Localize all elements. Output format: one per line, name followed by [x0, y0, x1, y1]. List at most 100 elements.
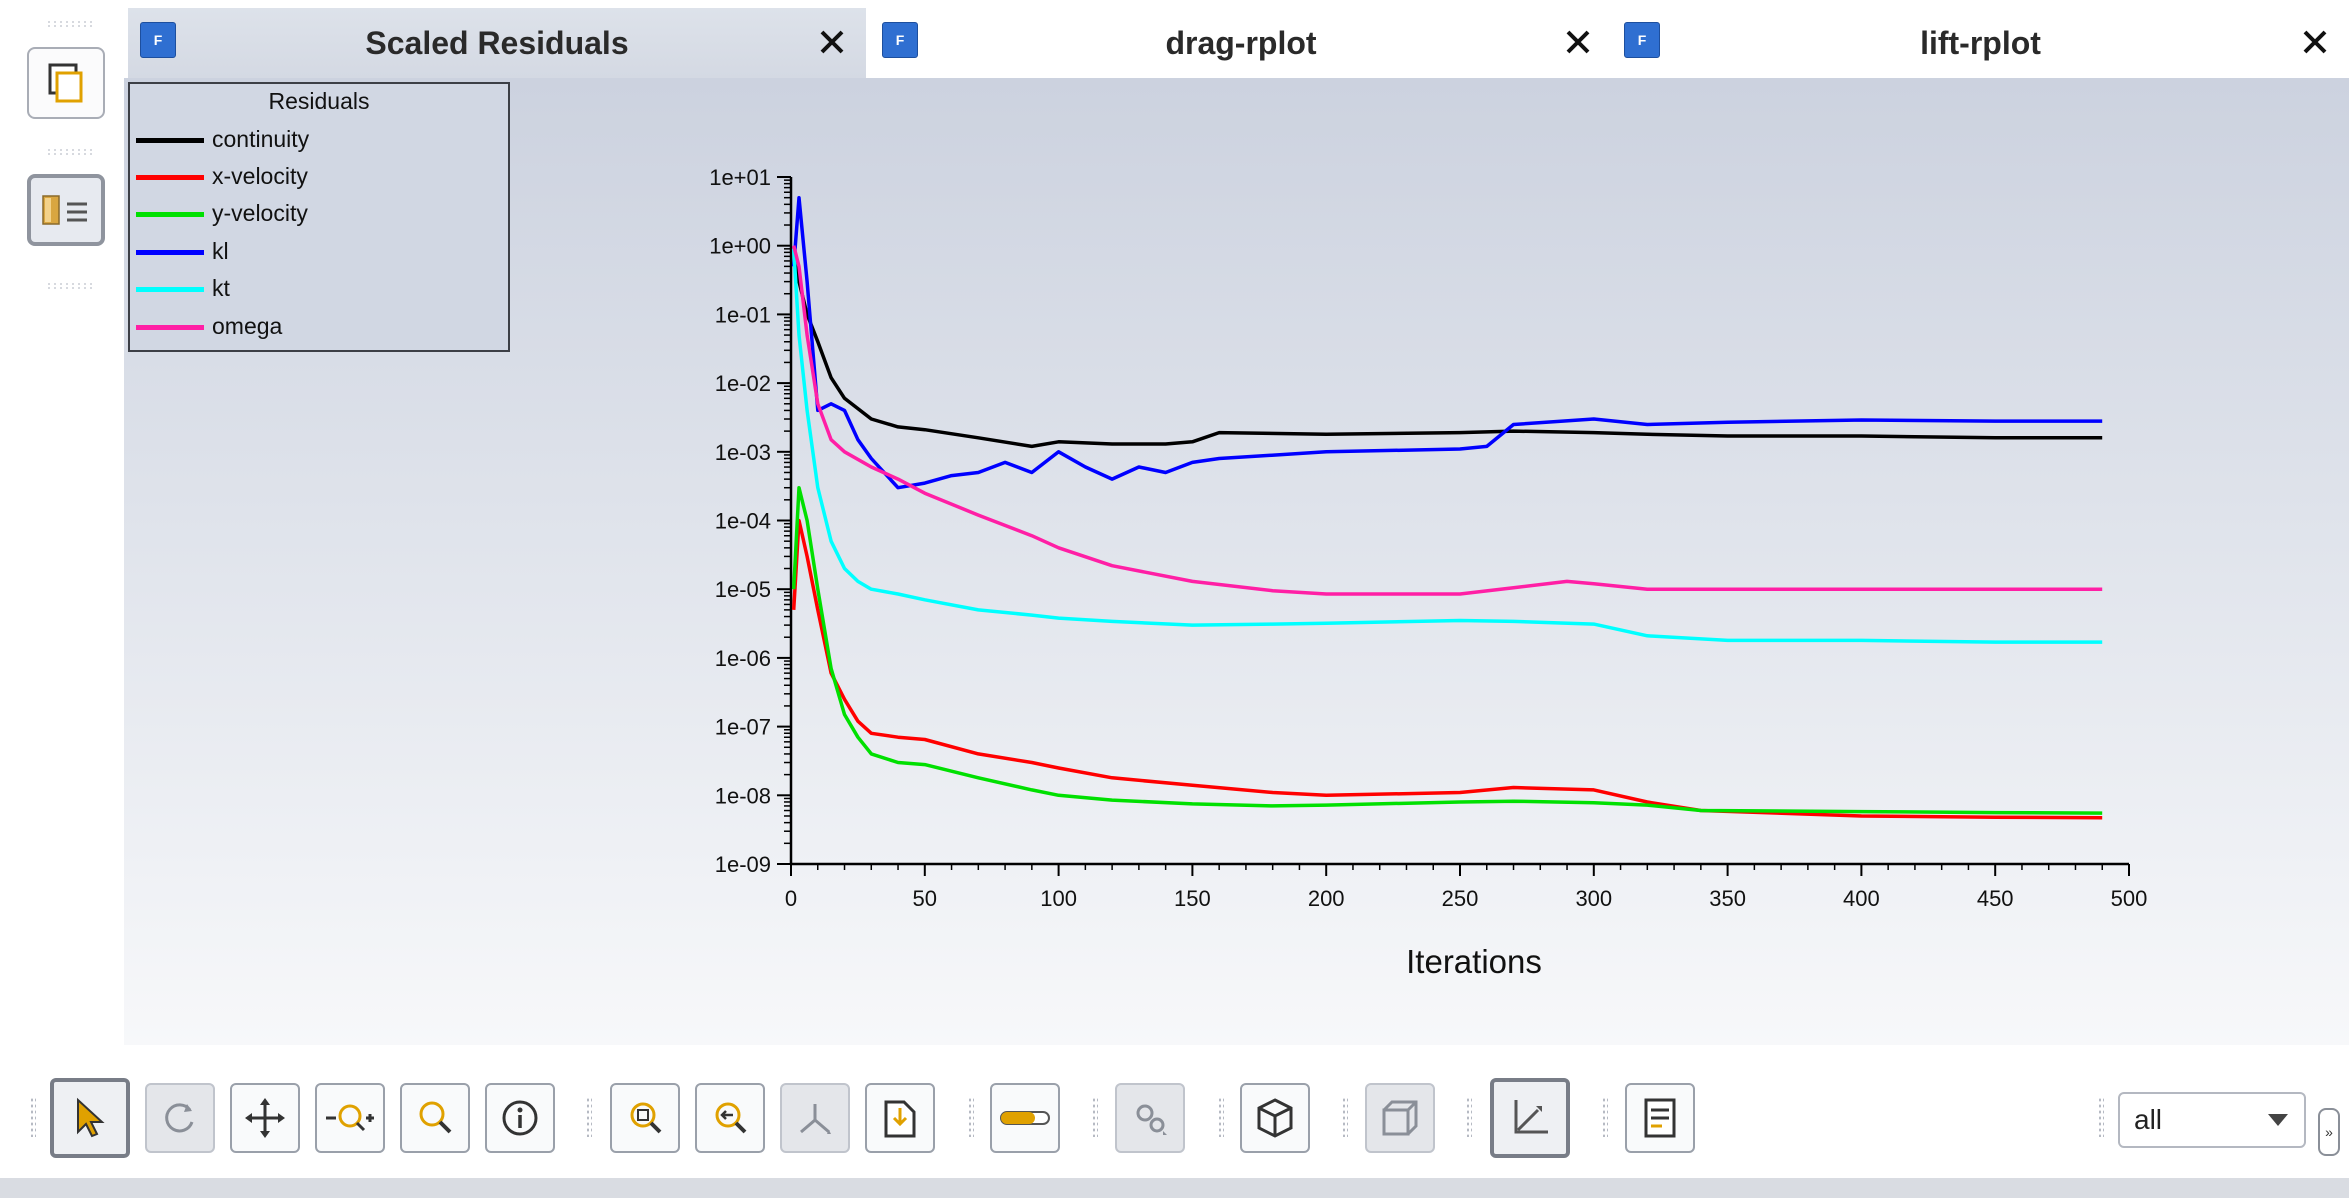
- legend-item-omega: omega: [130, 309, 508, 346]
- legend-label: y-velocity: [212, 200, 308, 226]
- legend-item-continuity: continuity: [130, 122, 508, 159]
- x-tick-label: 200: [1308, 886, 1345, 911]
- toolbar-grip[interactable]: [1602, 1097, 1608, 1137]
- left-tool-strip: [0, 0, 125, 1198]
- toolbar-grip[interactable]: [1092, 1097, 1098, 1137]
- notes-icon: [1644, 1098, 1676, 1138]
- y-tick-label: 1e+01: [709, 165, 771, 190]
- fluent-app-icon: F: [882, 22, 918, 58]
- toolbar-grip[interactable]: [1218, 1097, 1224, 1137]
- grip-handle[interactable]: [46, 20, 96, 28]
- tab-drag-rplot[interactable]: F drag-rplot: [870, 8, 1612, 78]
- rotate-button[interactable]: [145, 1083, 215, 1153]
- close-icon: [1566, 30, 1590, 54]
- tab-title: Scaled Residuals: [365, 25, 629, 61]
- tab-lift-rplot[interactable]: F lift-rplot: [1612, 8, 2349, 78]
- legend-item-kl: kl: [130, 234, 508, 271]
- series-line-kl: [791, 195, 2103, 490]
- tab-scaled-residuals[interactable]: F Scaled Residuals: [128, 8, 866, 78]
- toolbar-overflow-button[interactable]: »: [2318, 1108, 2340, 1156]
- legend-item-x-velocity: x-velocity: [130, 159, 508, 196]
- transparency-button[interactable]: [990, 1083, 1060, 1153]
- wireframe-box-icon: [1382, 1100, 1418, 1136]
- x-tick-label: 250: [1442, 886, 1479, 911]
- legend-swatch: [136, 287, 204, 292]
- save-picture-button[interactable]: [865, 1083, 935, 1153]
- cube-icon: [1257, 1098, 1293, 1138]
- x-axis-title: Iterations: [1406, 943, 1542, 980]
- tab-close-button[interactable]: [1556, 20, 1600, 64]
- xy-plot-axes-button[interactable]: [1490, 1078, 1570, 1158]
- legend-swatch: [136, 250, 204, 255]
- legend-item-kt: kt: [130, 271, 508, 308]
- view-selector-dropdown[interactable]: all: [2118, 1092, 2306, 1148]
- residuals-chart[interactable]: 1e-09 1e-08 1e-07 1e-06 1e-05 1e-04 1e-03 1e-02…: [0, 0, 2349, 1045]
- lighting-options-button[interactable]: [1115, 1083, 1185, 1153]
- properties-panel-icon: [42, 195, 87, 225]
- legend-label: x-velocity: [212, 163, 308, 189]
- legend-swatch: [136, 212, 204, 217]
- xy-axes-icon: [1514, 1100, 1548, 1134]
- x-tick-label: 300: [1575, 886, 1612, 911]
- toolbar-grip[interactable]: [968, 1097, 974, 1137]
- x-tick-label: 150: [1174, 886, 1211, 911]
- x-tick-label: 50: [913, 886, 937, 911]
- axes-view-button[interactable]: [780, 1083, 850, 1153]
- series-line-kt: [791, 248, 2103, 644]
- legend-label: omega: [212, 313, 283, 339]
- legend-label: kt: [212, 275, 230, 301]
- y-tick-label: 1e-06: [715, 646, 771, 671]
- zoom-button[interactable]: [400, 1083, 470, 1153]
- select-mode-button[interactable]: [50, 1078, 130, 1158]
- tab-title: lift-rplot: [1920, 25, 2041, 61]
- x-tick-label: 100: [1040, 886, 1077, 911]
- bottom-scroll-bar[interactable]: [0, 1178, 2349, 1198]
- y-tick-label: 1e-04: [715, 509, 771, 534]
- chevron-down-icon: [2268, 1114, 2288, 1126]
- toolbar-grip[interactable]: [1466, 1097, 1472, 1137]
- close-icon: [820, 30, 844, 54]
- y-tick-label: 1e-01: [715, 302, 771, 327]
- grip-handle[interactable]: [46, 148, 96, 156]
- probe-info-button[interactable]: [485, 1083, 555, 1153]
- x-tick-label: 0: [785, 886, 797, 911]
- magnifier-icon: [419, 1101, 452, 1134]
- toolbar-grip[interactable]: [2098, 1097, 2104, 1137]
- x-tick-label: 350: [1709, 886, 1746, 911]
- y-tick-label: 1e-05: [715, 577, 771, 602]
- bounding-box-button[interactable]: [1365, 1083, 1435, 1153]
- y-tick-label: 1e-02: [715, 371, 771, 396]
- zoom-in-out-button[interactable]: [315, 1083, 385, 1153]
- gears-icon: [1136, 1104, 1167, 1135]
- view-selector-value: all: [2134, 1104, 2163, 1135]
- legend-swatch: [136, 175, 204, 180]
- tab-close-button[interactable]: [810, 20, 854, 64]
- toolbar-grip[interactable]: [30, 1097, 36, 1137]
- annotate-button[interactable]: [1625, 1083, 1695, 1153]
- tab-close-button[interactable]: [2293, 20, 2337, 64]
- series-line-omega: [792, 245, 2103, 596]
- zoom-in-out-icon: [326, 1104, 374, 1132]
- y-tick-label: 1e-08: [715, 783, 771, 808]
- toolbar-grip[interactable]: [1342, 1097, 1348, 1137]
- legend-item-y-velocity: y-velocity: [130, 196, 508, 233]
- transparency-slider-icon: [1000, 1111, 1050, 1125]
- pan-button[interactable]: [230, 1083, 300, 1153]
- zoom-to-fit-button[interactable]: [610, 1083, 680, 1153]
- y-tick-label: 1e-09: [715, 852, 771, 877]
- toolbar-grip[interactable]: [586, 1097, 592, 1137]
- view-orientation-button[interactable]: [1240, 1083, 1310, 1153]
- grip-handle[interactable]: [46, 282, 96, 290]
- zoom-previous-icon: [715, 1102, 747, 1134]
- tab-title: drag-rplot: [1165, 25, 1317, 61]
- plot-properties-button[interactable]: [27, 174, 105, 246]
- x-tick-label: 400: [1843, 886, 1880, 911]
- pan-arrows-icon: [245, 1098, 285, 1138]
- graphics-toolbar: [0, 1045, 2349, 1178]
- zoom-previous-button[interactable]: [695, 1083, 765, 1153]
- copy-window-button[interactable]: [27, 47, 105, 119]
- info-icon: [502, 1100, 538, 1136]
- residuals-legend: Residuals continuity x-velocity y-veloci…: [128, 82, 510, 352]
- y-tick-label: 1e+00: [709, 234, 771, 259]
